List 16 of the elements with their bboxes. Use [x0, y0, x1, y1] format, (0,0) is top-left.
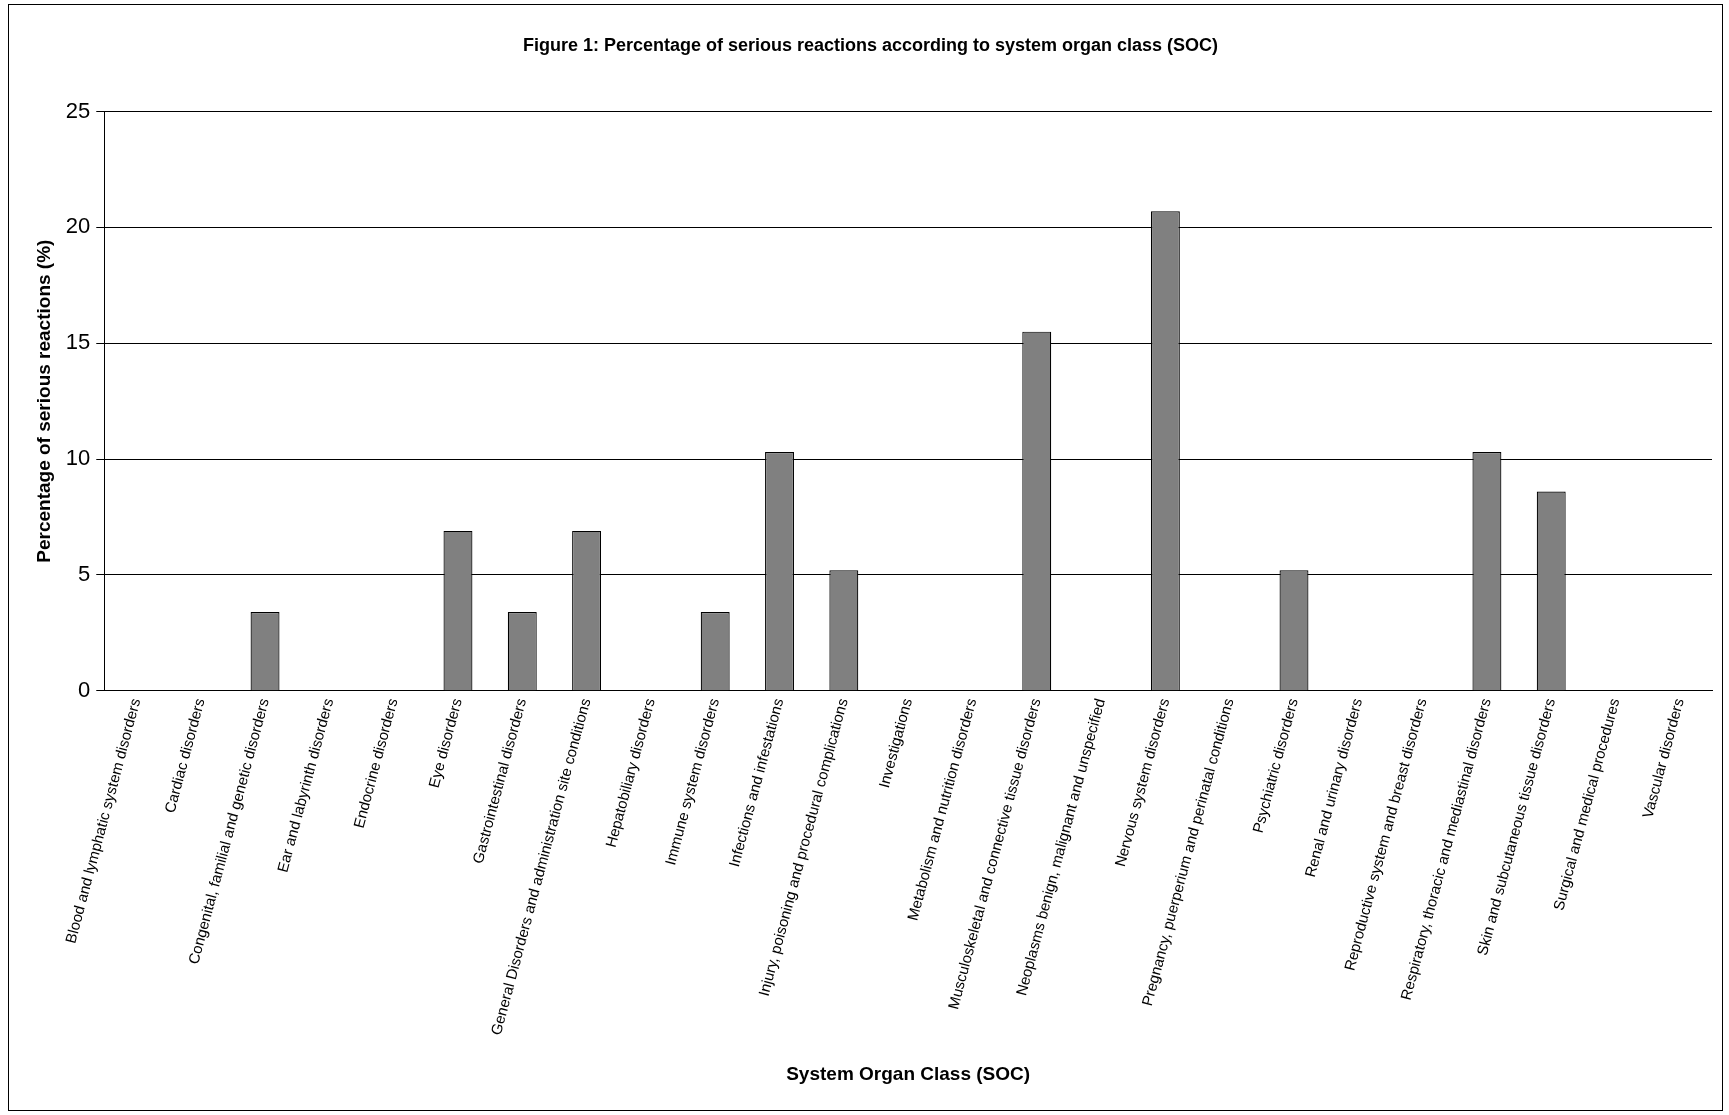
x-axis-title: System Organ Class (SOC): [786, 1062, 1031, 1084]
x-tick-label: Cardiac disorders: [160, 696, 208, 815]
x-tick-label: Ear and labyrinth disorders: [273, 696, 337, 875]
y-tick-label: 15: [65, 329, 91, 355]
x-tick-label: Eye disorders: [424, 696, 465, 790]
x-tick-label: Immune system disorders: [661, 696, 723, 867]
y-axis-title: Percentage of serious reactions (%): [32, 239, 54, 563]
y-tick-label: 20: [65, 213, 91, 239]
y-tick-label: 25: [65, 97, 91, 123]
y-tick-label: 0: [78, 676, 91, 702]
x-tick-label: Renal and urinary disorders: [1301, 696, 1366, 879]
y-tick-label: 5: [78, 560, 91, 586]
chart-title: Figure 1: Percentage of serious reactions according to system organ class (SOC): [522, 34, 1219, 55]
x-tick-label: Nervous system disorders: [1110, 696, 1173, 869]
x-tick-label: Vascular disorders: [1638, 696, 1687, 820]
y-tick-label: 10: [65, 445, 91, 471]
